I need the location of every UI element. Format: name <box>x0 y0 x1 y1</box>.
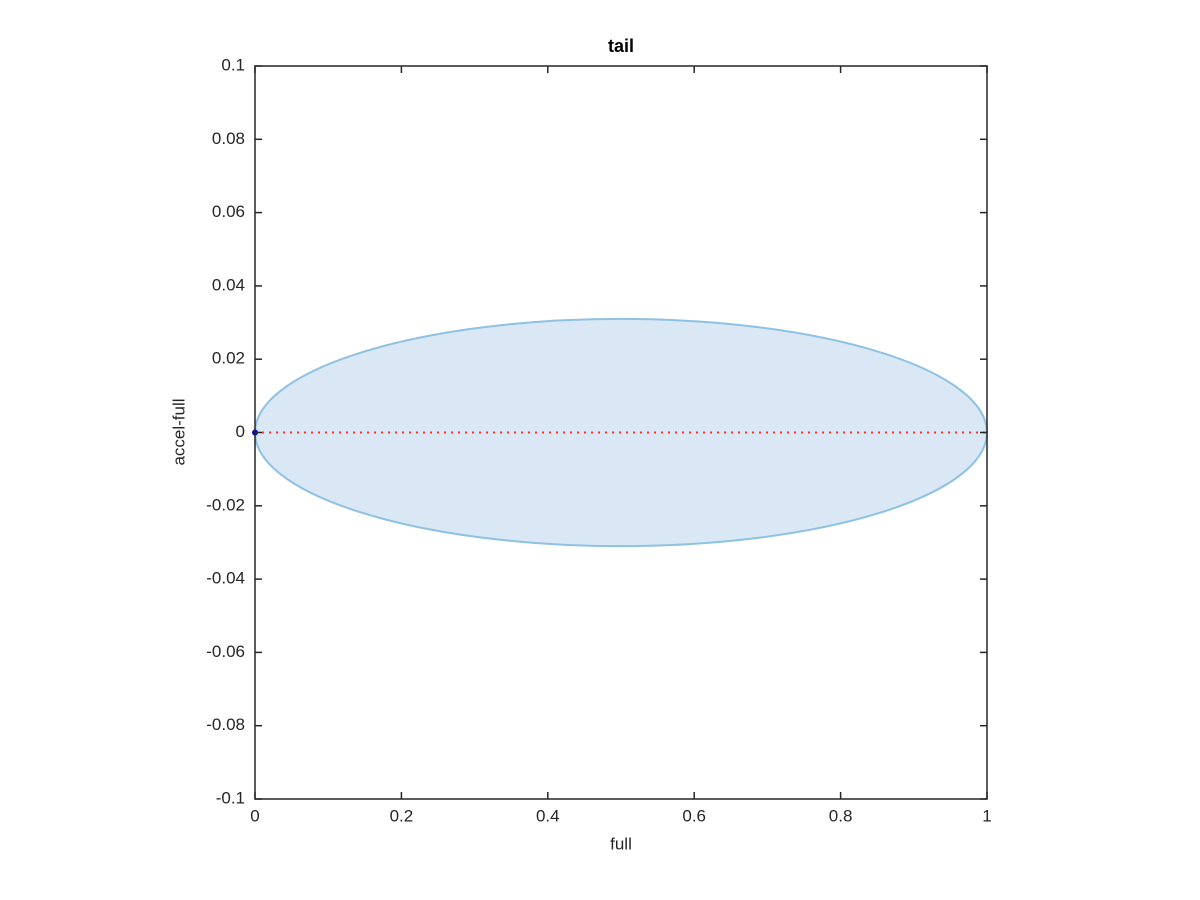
y-axis-label: accel-full <box>169 398 188 465</box>
y-tick-label: 0.02 <box>212 349 245 368</box>
x-tick-label: 0.2 <box>390 806 414 825</box>
y-tick-label: -0.1 <box>216 788 245 807</box>
y-tick-label: -0.04 <box>206 569 245 588</box>
y-tick-label: 0.06 <box>212 202 245 221</box>
y-tick-label: 0.08 <box>212 129 245 148</box>
y-tick-label: -0.02 <box>206 495 245 514</box>
x-tick-label: 0.4 <box>536 806 560 825</box>
y-tick-label: -0.08 <box>206 715 245 734</box>
y-tick-label: 0.1 <box>221 55 245 74</box>
y-tick-label: 0 <box>236 422 245 441</box>
x-axis-label: full <box>610 834 632 853</box>
y-tick-label: 0.04 <box>212 275 245 294</box>
x-tick-label: 1 <box>982 806 991 825</box>
x-tick-label: 0 <box>250 806 259 825</box>
y-tick-label: -0.06 <box>206 642 245 661</box>
chart-title: tail <box>608 36 634 56</box>
x-tick-label: 0.8 <box>829 806 853 825</box>
x-tick-label: 0.6 <box>682 806 706 825</box>
